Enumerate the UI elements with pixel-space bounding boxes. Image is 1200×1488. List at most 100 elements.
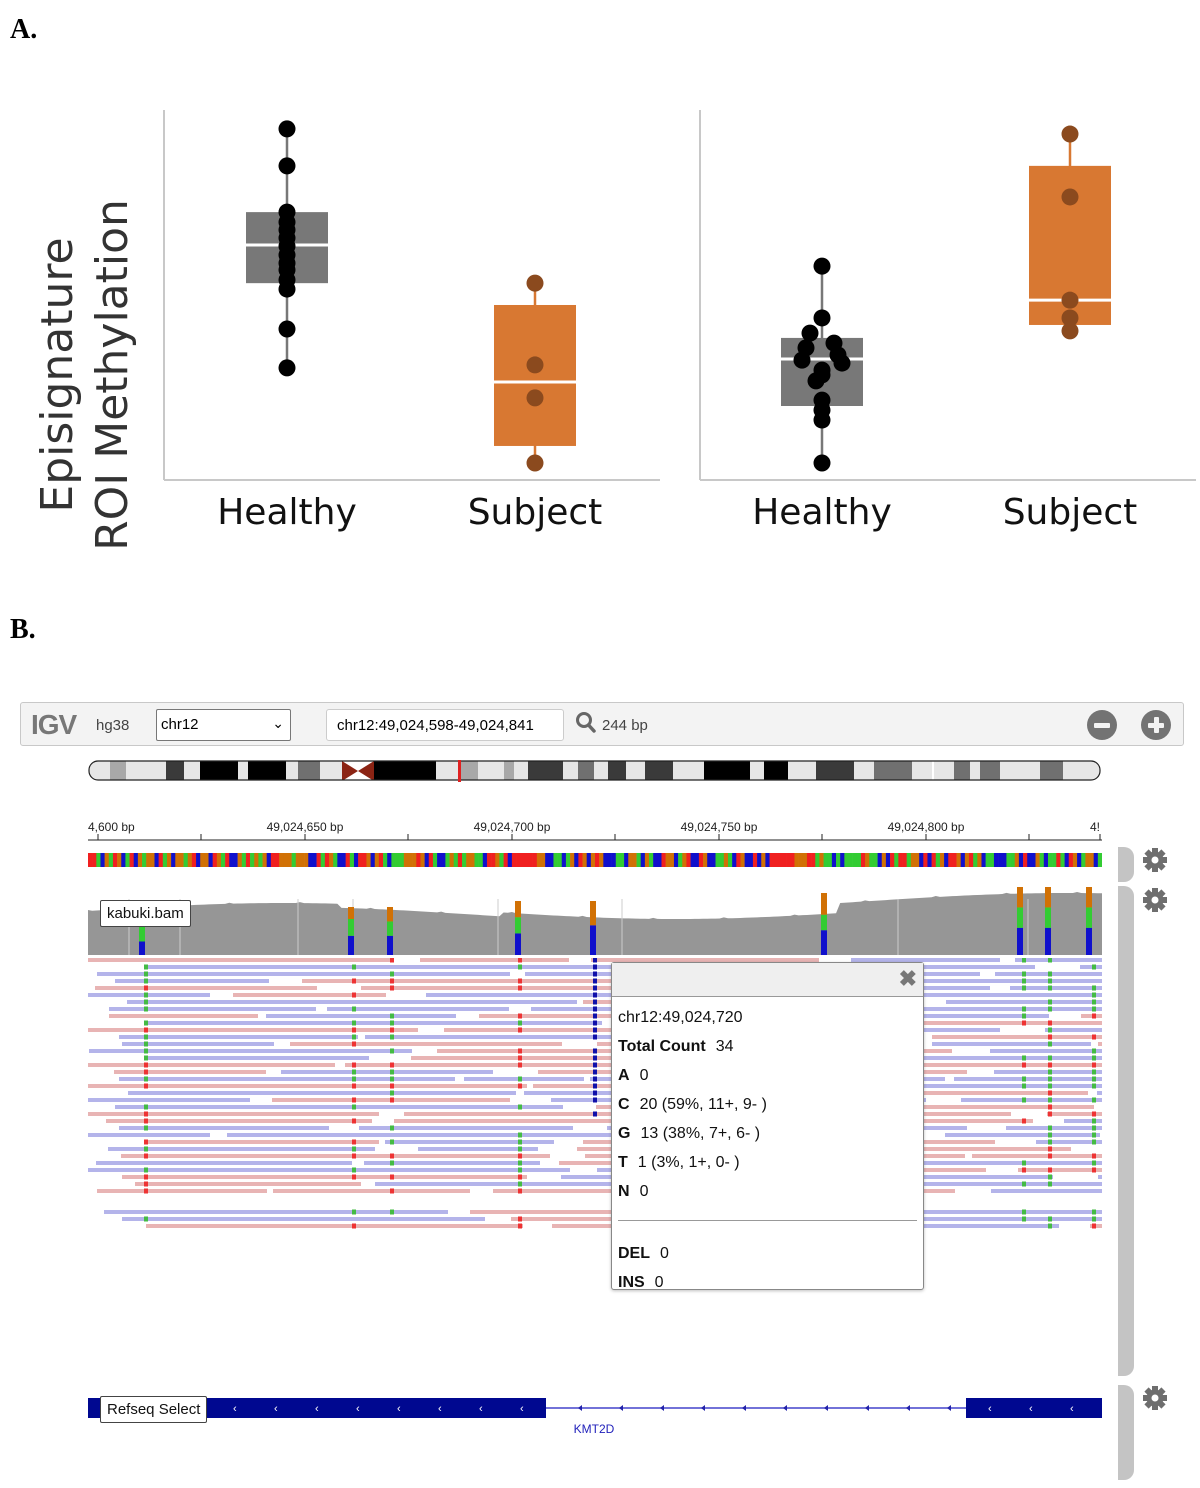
base <box>744 853 750 867</box>
mismatch <box>352 1006 356 1012</box>
allele-bar <box>515 933 518 955</box>
base <box>578 853 583 867</box>
base <box>948 853 953 867</box>
base <box>474 853 479 867</box>
data-point <box>813 411 831 429</box>
allele-bar <box>1045 907 1048 928</box>
base <box>595 853 600 867</box>
cytoband <box>478 761 504 780</box>
base <box>312 853 317 867</box>
allele-bar <box>387 907 390 922</box>
strand-arrow: ‹ <box>397 1403 401 1415</box>
popup-header[interactable]: ✖ <box>612 963 923 997</box>
base-c-label: C <box>618 1096 630 1113</box>
bam-track-name[interactable]: kabuki.bam <box>100 900 191 927</box>
mismatch <box>144 992 148 998</box>
mismatch <box>1048 1153 1052 1159</box>
mismatch <box>390 1034 394 1040</box>
base <box>673 853 679 867</box>
base <box>811 853 816 867</box>
mismatch <box>352 964 356 970</box>
read <box>829 1224 1059 1228</box>
chromosome-select-value: chr12 <box>161 716 199 733</box>
mismatch <box>390 978 394 984</box>
cytoband <box>200 761 238 780</box>
sequence-track-scrollbar[interactable] <box>1118 847 1134 882</box>
search-icon[interactable] <box>575 711 597 735</box>
read <box>802 1105 1094 1109</box>
mismatch <box>1048 1111 1052 1117</box>
refseq-track-scrollbar[interactable] <box>1118 1385 1134 1480</box>
mismatch <box>144 1153 148 1159</box>
coverage-track[interactable] <box>88 885 1102 955</box>
boxplot-right: Healthy Subject <box>699 110 1196 533</box>
close-icon[interactable]: ✖ <box>898 966 917 991</box>
mismatch <box>593 1097 597 1103</box>
read <box>127 1000 577 1004</box>
mismatch <box>144 1027 148 1033</box>
cytoband <box>436 761 458 780</box>
mismatch <box>144 1125 148 1131</box>
ruler-label: 49,024,800 bp <box>888 820 965 834</box>
mismatch <box>144 1006 148 1012</box>
base <box>428 853 434 867</box>
mismatch <box>144 1146 148 1152</box>
mismatch <box>1092 1209 1096 1215</box>
base <box>603 853 608 867</box>
data-point <box>1061 188 1079 206</box>
allele-bar <box>1045 887 1048 908</box>
mismatch <box>593 1048 597 1054</box>
mismatch <box>518 1132 522 1138</box>
chromosome-select[interactable]: chr12 ⌄ <box>156 709 291 741</box>
base <box>890 853 895 867</box>
mismatch <box>1022 1062 1026 1068</box>
allele-bar <box>390 907 393 922</box>
read <box>146 1021 602 1025</box>
read <box>302 979 667 983</box>
allele-bar <box>518 917 521 934</box>
mismatch <box>518 1048 522 1054</box>
base <box>640 853 646 867</box>
base <box>865 853 870 867</box>
zoom-out-button[interactable] <box>1087 710 1117 740</box>
locus-search-input[interactable] <box>326 709 564 741</box>
mismatch <box>1048 1167 1052 1173</box>
base <box>117 853 122 867</box>
base <box>910 853 916 867</box>
read <box>886 1161 1102 1165</box>
base <box>649 853 654 867</box>
bam-track-scrollbar[interactable] <box>1118 886 1134 1376</box>
allele-bar <box>387 921 390 936</box>
mismatch <box>144 999 148 1005</box>
read <box>88 1098 250 1102</box>
mismatch <box>352 1076 356 1082</box>
mismatch <box>1092 1069 1096 1075</box>
base <box>549 853 554 867</box>
base <box>279 853 284 867</box>
base <box>212 853 218 867</box>
base-t-label: T <box>618 1154 628 1171</box>
mismatch <box>1092 1132 1096 1138</box>
read <box>591 958 819 962</box>
mismatch <box>144 1181 148 1187</box>
base <box>457 853 463 867</box>
gear-icon[interactable] <box>1142 887 1168 913</box>
refseq-track-name[interactable]: Refseq Select <box>100 1396 208 1423</box>
strand-arrow: ‹ <box>274 1403 278 1415</box>
mismatch <box>518 1181 522 1187</box>
sequence-bases <box>88 853 1102 867</box>
gear-icon[interactable] <box>1142 1385 1168 1411</box>
read <box>108 1147 375 1151</box>
gear-icon[interactable] <box>1142 847 1168 873</box>
zoom-in-button[interactable] <box>1141 710 1171 740</box>
mismatch <box>352 1097 356 1103</box>
alignment-track[interactable] <box>88 958 1102 1288</box>
base <box>703 853 708 867</box>
refseq-gene-track[interactable]: ‹ ‹ ‹ ‹ ‹ ‹ ‹ ‹ ‹ ‹ ‹ KMT2D <box>88 1390 1102 1450</box>
allele-bar <box>139 941 142 955</box>
mismatch <box>593 999 597 1005</box>
chromosome-ideogram[interactable] <box>88 760 1102 782</box>
base <box>349 853 355 867</box>
base <box>416 853 421 867</box>
base <box>993 853 999 867</box>
